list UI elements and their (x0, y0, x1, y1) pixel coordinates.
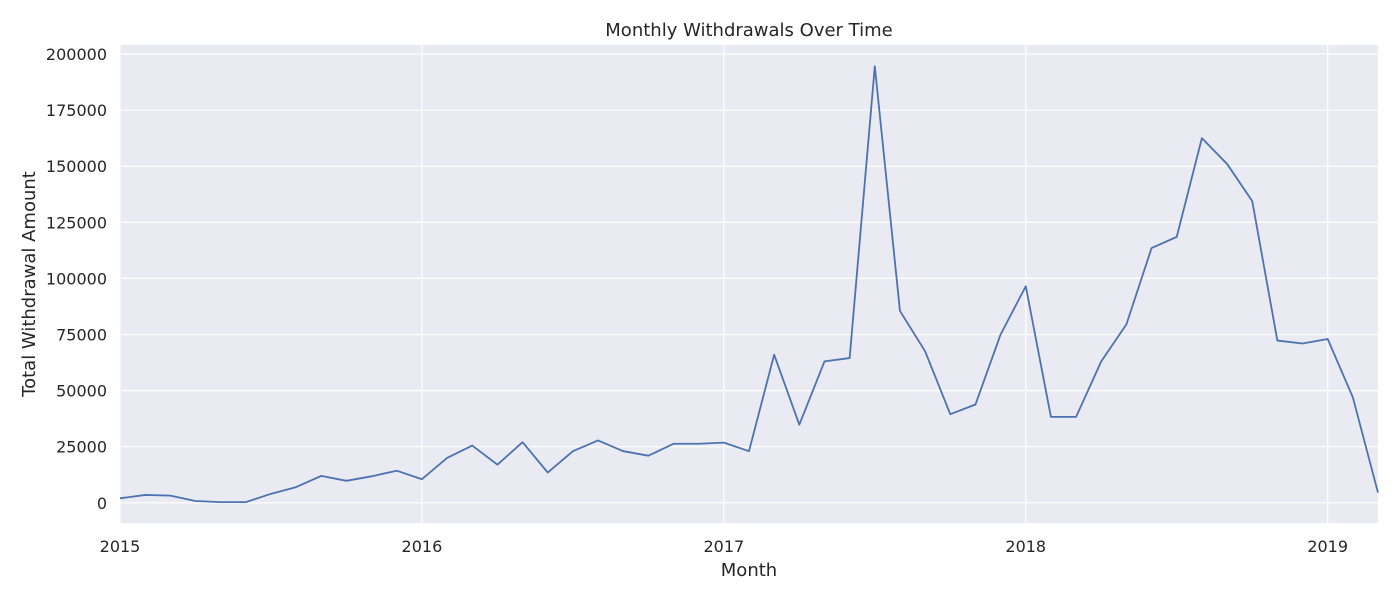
y-tick-label: 25000 (56, 438, 107, 457)
x-tick-label: 2019 (1307, 537, 1348, 556)
withdrawals-series-line (119, 65, 1379, 504)
plot-area (120, 45, 1378, 523)
x-tick-label: 2017 (703, 537, 744, 556)
x-tick-label: 2016 (402, 537, 443, 556)
y-tick-label: 125000 (46, 213, 107, 232)
y-tick-label: 100000 (46, 269, 107, 288)
x-axis-label: Month (721, 560, 777, 581)
y-tick-label: 175000 (46, 101, 107, 120)
y-tick-label: 200000 (46, 45, 107, 64)
y-axis-label: Total Withdrawal Amount (19, 171, 40, 398)
y-tick-label: 75000 (56, 325, 107, 344)
y-tick-label: 0 (97, 494, 107, 513)
x-tick-label: 2015 (100, 537, 141, 556)
y-tick-label: 150000 (46, 157, 107, 176)
grid-lines (119, 45, 1378, 523)
y-axis-ticks: 0 25000 50000 75000 100000 125000 150000 175000… (46, 45, 107, 513)
chart-title: Monthly Withdrawals Over Time (605, 20, 892, 41)
x-tick-label: 2018 (1005, 537, 1046, 556)
x-axis-ticks: 2015 2016 2017 2018 2019 (100, 537, 1348, 556)
y-tick-label: 50000 (56, 382, 107, 401)
